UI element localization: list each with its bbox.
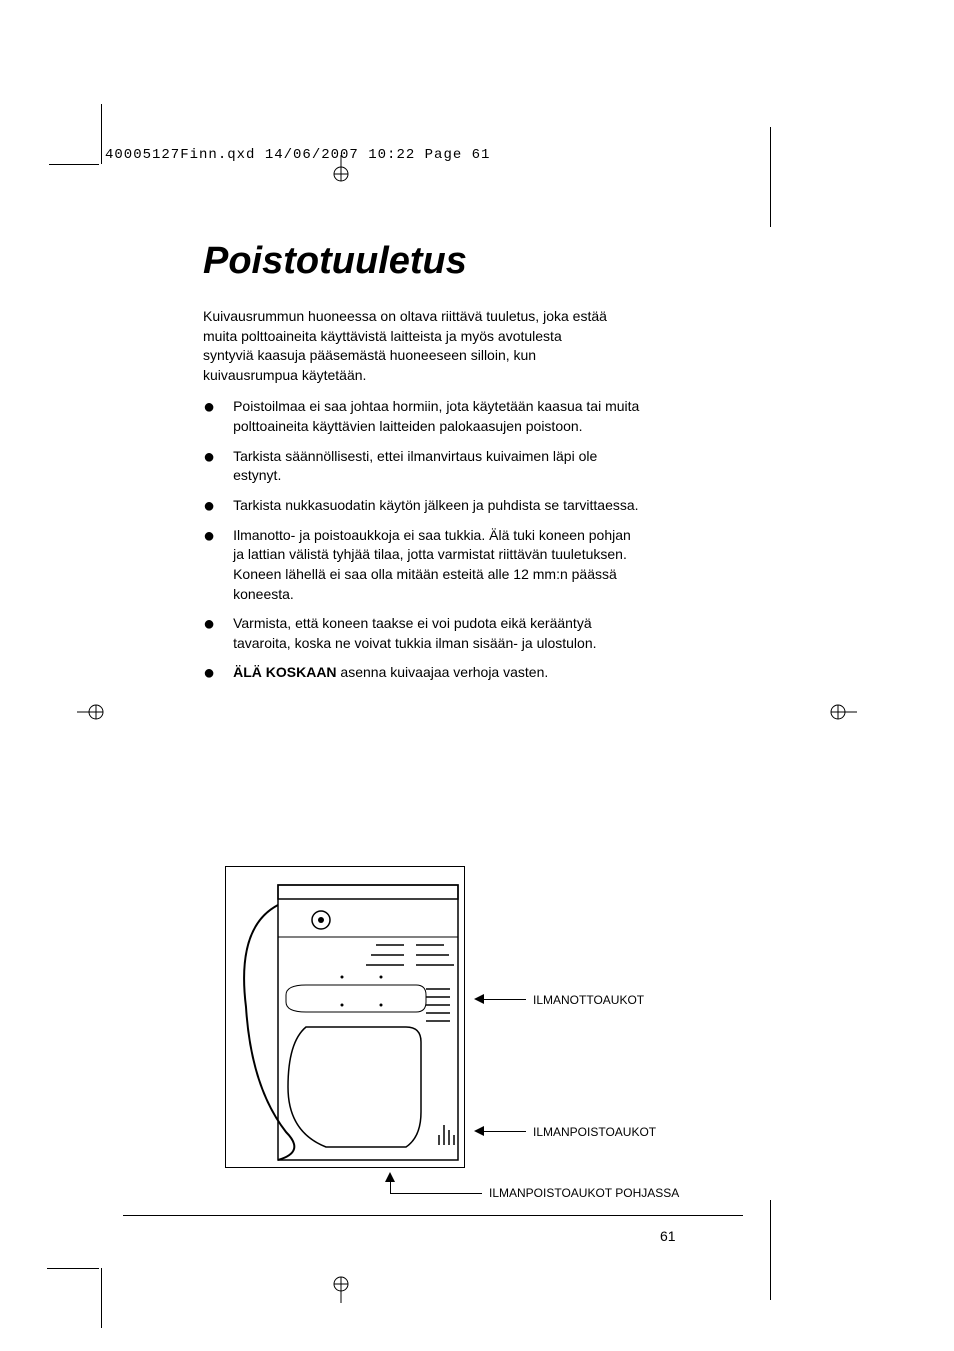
bullet-icon: ● [203,447,215,467]
diagram-label-exhaust: ILMANPOISTOAUKOT [533,1125,656,1139]
bullet-text: ÄLÄ KOSKAAN asenna kuivaajaa verhoja vas… [233,663,643,683]
crop-mark [49,164,99,165]
arrow-line [482,1131,526,1132]
bullet-list: ● Poistoilmaa ei saa johtaa hormiin, jot… [203,397,713,683]
arrow-line [390,1193,482,1194]
bullet-icon: ● [203,496,215,516]
bullet-text: Ilmanotto- ja poistoaukkoja ei saa tukki… [233,526,643,604]
list-item: ● ÄLÄ KOSKAAN asenna kuivaajaa verhoja v… [203,663,643,683]
bullet-text: Tarkista nukkasuodatin käytön jälkeen ja… [233,496,643,516]
registration-mark-icon [329,155,353,183]
crop-mark [101,104,102,164]
list-item: ● Tarkista nukkasuodatin käytön jälkeen … [203,496,643,516]
appliance-diagram [225,866,465,1168]
registration-mark-icon [77,700,105,724]
arrow-line [482,999,526,1000]
bullet-icon: ● [203,663,215,683]
content-area: Poistotuuletus Kuivausrummun huoneessa o… [203,240,713,693]
diagram-container: ILMANOTTOAUKOT ILMANPOISTOAUKOT ILMANPOI… [207,866,747,1206]
crop-mark [770,127,771,227]
page-number: 61 [660,1228,676,1244]
list-item: ● Ilmanotto- ja poistoaukkoja ei saa tuk… [203,526,643,604]
arrow-line [390,1180,391,1194]
list-item: ● Poistoilmaa ei saa johtaa hormiin, jot… [203,397,643,436]
bullet-icon: ● [203,397,215,417]
crop-mark [770,1200,771,1300]
bold-warning: ÄLÄ KOSKAAN [233,664,336,680]
bullet-icon: ● [203,614,215,634]
file-header-info: 40005127Finn.qxd 14/06/2007 10:22 Page 6… [105,147,490,163]
bullet-text: Poistoilmaa ei saa johtaa hormiin, jota … [233,397,643,436]
registration-mark-icon [829,700,857,724]
bullet-text: Varmista, että koneen taakse ei voi pudo… [233,614,643,653]
bullet-icon: ● [203,526,215,546]
registration-mark-icon [329,1275,353,1303]
crop-mark [101,1268,102,1328]
page-title: Poistotuuletus [203,240,713,283]
diagram-label-bottom-exhaust: ILMANPOISTOAUKOT POHJASSA [489,1186,679,1200]
intro-paragraph: Kuivausrummun huoneessa on oltava riittä… [203,307,613,385]
bullet-text: Tarkista säännöllisesti, ettei ilmanvirt… [233,447,643,486]
bold-rest: asenna kuivaajaa verhoja vasten. [337,664,549,680]
list-item: ● Varmista, että koneen taakse ei voi pu… [203,614,643,653]
diagram-label-intake: ILMANOTTOAUKOT [533,993,644,1007]
crop-mark [47,1268,99,1269]
list-item: ● Tarkista säännöllisesti, ettei ilmanvi… [203,447,643,486]
divider [123,1215,743,1216]
